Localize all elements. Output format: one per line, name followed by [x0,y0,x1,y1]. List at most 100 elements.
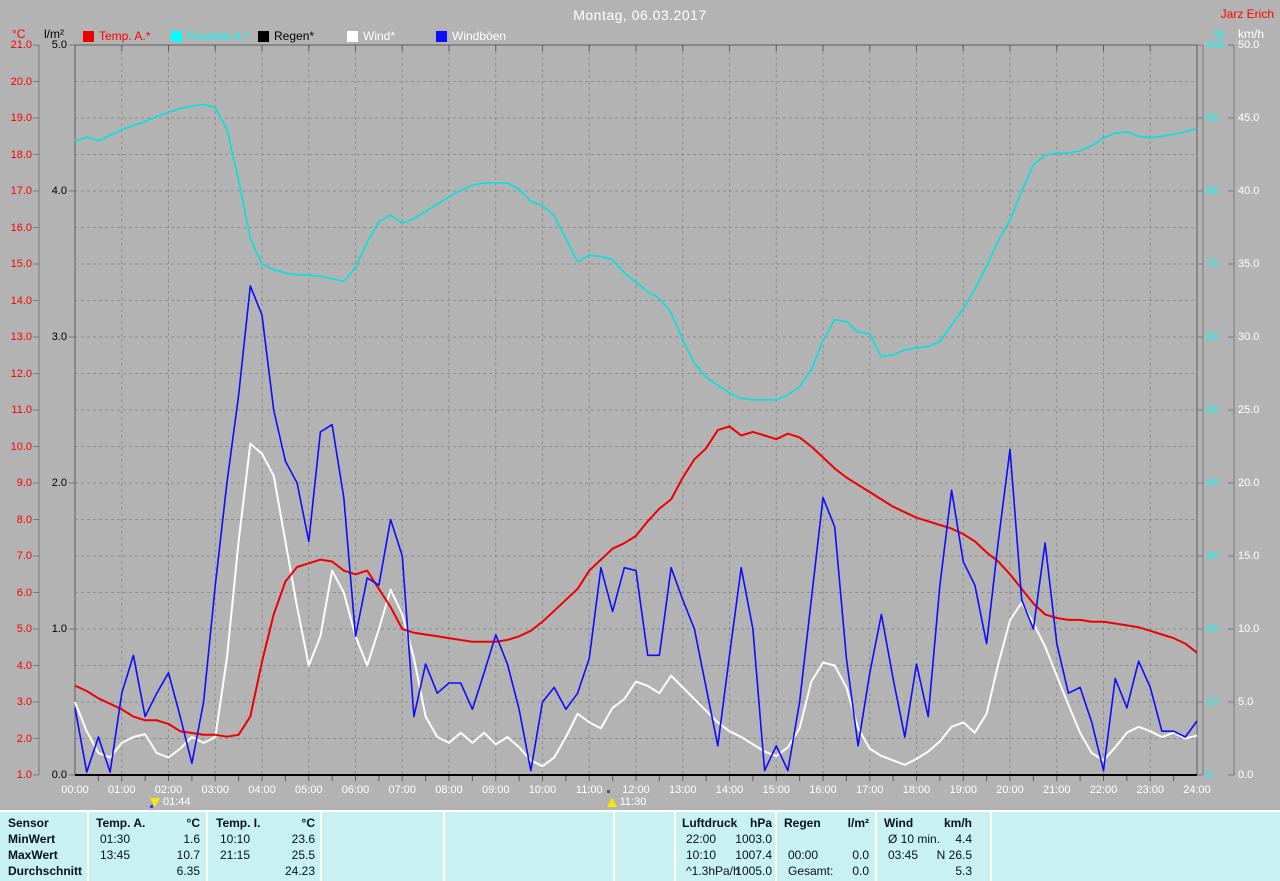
legend-item-wind[interactable]: Wind* [347,29,395,43]
stats-cell-label: 10:10 [686,848,717,862]
legend-item-rain[interactable]: Regen* [258,29,314,43]
stats-row-header: MaxWert [8,848,58,862]
marker-dot-icon [150,804,154,808]
legend-label: Windböen [452,29,507,43]
temp-tick-label: 14.0 [10,294,32,307]
humidity-tick-label: 90 [1206,112,1219,124]
station-owner-label: Jarz Erich [1220,7,1274,21]
temp-tick-label: 18.0 [10,148,32,161]
stats-col-unit: hPa [749,816,772,830]
legend-swatch-icon [436,30,447,42]
stats-cell-value: 25.5 [291,848,315,862]
stats-cell-value: 1007.4 [735,848,772,862]
temp-tick-label: 1.0 [16,769,32,781]
x-tick-label: 14:00 [715,784,744,796]
legend-label: Wind* [363,29,396,43]
stats-column-separator [87,812,89,881]
rain-tick-label: 2.0 [51,477,67,489]
temp-curve [74,425,1198,738]
x-tick-label: 24:00 [1183,784,1211,796]
humidity-axis-unit: % [1214,27,1225,41]
temp-tick-label: 6.0 [16,586,32,599]
humidity-tick-label: 70 [1206,258,1219,270]
temp-tick-label: 19.0 [10,112,32,124]
event-marker-time: 11:30 [619,796,647,808]
event-marker: 11:30 [606,789,647,808]
stats-cell-value: 6.35 [176,864,200,878]
temp-tick-label: 13.0 [10,331,32,343]
wind-tick-label: 25.0 [1238,404,1260,416]
humidity-tick-label: 0 [1206,769,1213,781]
stats-col-unit: l/m² [847,816,869,830]
temp-tick-label: 2.0 [16,732,32,745]
legend-item-temp[interactable]: Temp. A.* [83,29,150,43]
x-tick-label: 12:00 [622,784,650,796]
x-tick-label: 00:00 [61,784,89,796]
rain-tick-label: 3.0 [51,331,67,343]
rain-tick-label: 4.0 [51,185,67,197]
humidity-tick-label: 30 [1206,550,1219,562]
legend-item-humidity[interactable]: Feuchte A.* [171,29,249,43]
x-tick-label: 08:00 [435,784,463,796]
stats-cell-value: 5.3 [955,864,972,878]
x-tick-label: 18:00 [902,784,931,796]
gusts-curve [74,285,1198,773]
x-tick-label: 19:00 [949,784,978,796]
legend-swatch-icon [258,30,269,42]
x-tick-label: 21:00 [1042,784,1071,796]
stats-column-separator [875,812,877,881]
temp-tick-label: 10.0 [10,440,32,453]
humidity-tick-label: 60 [1206,331,1219,343]
stats-cell-value: 10.7 [176,848,200,862]
humidity-tick-label: 80 [1206,185,1219,197]
x-tick-label: 02:00 [154,784,183,796]
x-tick-label: 09:00 [481,784,510,796]
stats-column-separator [674,812,676,881]
temp-tick-label: 12.0 [10,367,32,380]
stats-row-header: Sensor [8,816,49,830]
stats-col-unit: °C [186,816,200,830]
stats-row-header: MinWert [8,832,56,846]
stats-cell-label: 21:15 [220,848,251,862]
stats-col-unit: °C [301,816,315,830]
stats-table-top-border [0,810,1280,812]
temp-tick-label: 3.0 [16,696,32,708]
x-tick-label: 07:00 [388,784,417,796]
stats-row-header: Durchschnitt [8,864,83,878]
legend-label: Temp. A.* [99,29,151,43]
legend-label: Regen* [274,29,315,43]
stats-cell-value: 0.0 [852,864,869,878]
stats-cell-label: 03:45 [888,848,919,862]
stats-column-separator [775,812,777,881]
wind-tick-label: 40.0 [1238,185,1260,197]
temp-tick-label: 9.0 [16,477,32,489]
rain-tick-label: 0.0 [51,769,67,781]
stats-cell-label: Ø 10 min. [888,832,941,846]
stats-cell-label: 00:00 [788,848,819,862]
legend-item-gusts[interactable]: Windböen [436,29,506,43]
temp-tick-label: 16.0 [10,221,32,234]
stats-col-name: Luftdruck [682,816,738,830]
stats-col-name: Temp. A. [96,816,146,830]
stats-cell-value: 1.6 [183,832,200,846]
stats-column-separator [613,812,615,881]
stats-cell-value: 1005.0 [735,864,772,878]
x-tick-label: 03:00 [201,784,230,796]
temp-tick-label: 11.0 [11,404,32,416]
stats-cell-value: 0.0 [852,848,869,862]
humidity-tick-label: 40 [1206,477,1219,489]
humidity-tick-label: 100 [1206,39,1225,51]
x-tick-label: 13:00 [668,784,697,796]
wind-tick-label: 30.0 [1238,331,1260,343]
temp-tick-label: 20.0 [10,75,32,88]
stats-cell-value: 24.23 [284,864,315,878]
temp-tick-label: 7.0 [16,550,32,562]
wind-tick-label: 50.0 [1238,39,1260,51]
x-tick-label: 04:00 [248,784,276,796]
temp-tick-label: 21.0 [10,39,32,51]
humidity-tick-label: 50 [1206,404,1219,416]
stats-cell-label: 22:00 [686,832,717,846]
rain-axis-unit: l/m² [44,27,64,41]
stats-cell-label: ^1.3hPa/h [686,864,740,878]
